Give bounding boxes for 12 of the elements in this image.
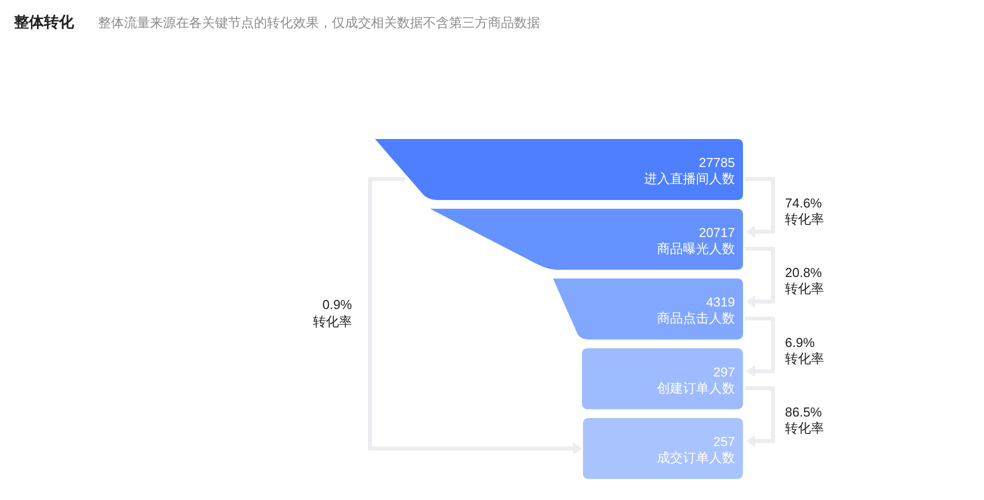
step-rate: 74.6% 转化率 [785, 195, 824, 226]
segment-label: 257 成交订单人数 [657, 434, 735, 465]
segment-label: 20717 商品曝光人数 [657, 224, 735, 256]
step-rate: 6.9% 转化率 [785, 334, 824, 366]
subtitle: 整体流量来源在各关键节点的转化效果，仅成交相关数据不含第三方商品数据 [98, 15, 540, 30]
segment-label: 4319 商品点击人数 [657, 294, 735, 326]
step-rate: 86.5% 转化率 [785, 404, 824, 436]
segment-label: 297 创建订单人数 [657, 364, 735, 396]
title: 整体转化 [14, 14, 74, 31]
overall-rate: 0.9% 转化率 [313, 296, 352, 329]
step-rate: 20.8% 转化率 [785, 265, 824, 296]
segment-label: 27785 进入直播间人数 [644, 155, 735, 186]
